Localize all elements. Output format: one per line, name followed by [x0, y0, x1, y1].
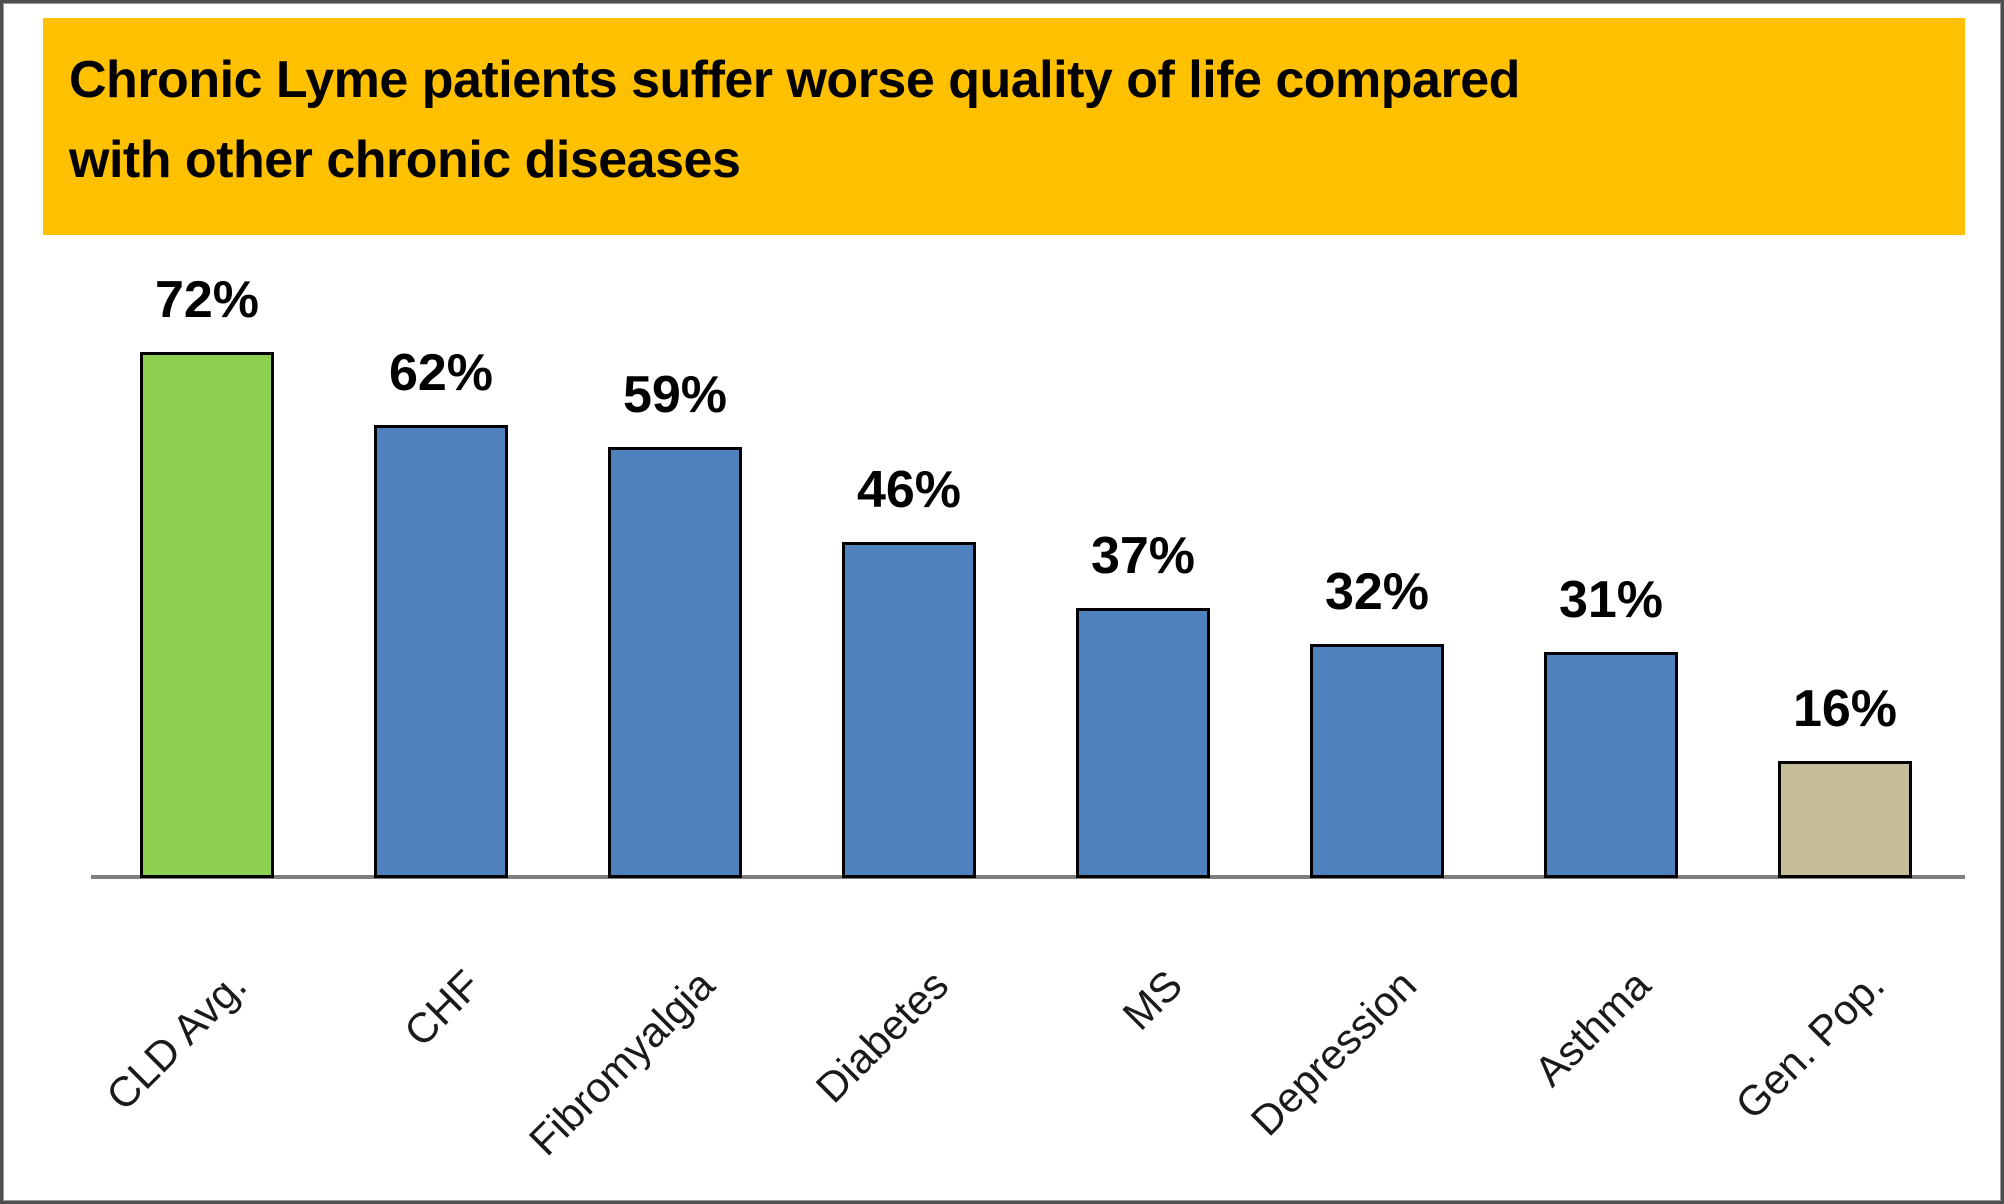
- bar-chf: [374, 425, 508, 878]
- chart-title-banner: Chronic Lyme patients suffer worse quali…: [43, 18, 1965, 235]
- bar-value-label: 62%: [388, 344, 494, 402]
- bar-value-label: 37%: [1090, 527, 1196, 585]
- bar-value-label: 59%: [622, 366, 728, 424]
- bar-value-label: 72%: [154, 271, 260, 329]
- x-axis-category-label: CLD Avg.: [97, 961, 256, 1120]
- bar-value-label: 16%: [1792, 680, 1898, 738]
- bar-value-label: 46%: [856, 461, 962, 519]
- bar-chart-plot: 72% CLD Avg. 62% CHF 59% Fibromyalgia 46% Diabe…: [3, 3, 2001, 1201]
- chart-title-line-2: with other chronic diseases: [69, 131, 741, 189]
- bar-asthma: [1544, 652, 1678, 878]
- bar-value-label: 31%: [1558, 571, 1664, 629]
- bar-diabetes: [842, 542, 976, 878]
- bar-ms: [1076, 608, 1210, 878]
- chart-title-line-1: Chronic Lyme patients suffer worse quali…: [69, 51, 1520, 109]
- bar-gen-pop: [1778, 761, 1912, 878]
- bar-depression: [1310, 644, 1444, 878]
- bar-cld-avg: [140, 352, 274, 878]
- bar-value-label: 32%: [1324, 563, 1430, 621]
- bar-fibromyalgia: [608, 447, 742, 878]
- x-axis-line: [91, 875, 1965, 879]
